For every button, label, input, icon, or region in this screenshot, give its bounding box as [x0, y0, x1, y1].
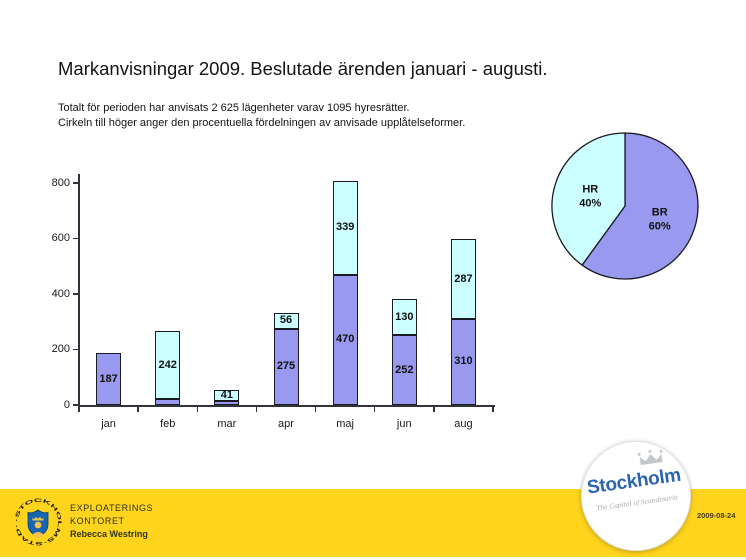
x-axis-tick: [492, 406, 494, 412]
bar-value-label: 252: [395, 363, 414, 376]
y-axis-tick: [73, 182, 78, 184]
slide-subtitle: Totalt för perioden har anvisats 2 625 l…: [58, 101, 465, 130]
bar-value-label: 242: [158, 358, 177, 371]
x-axis-tick: [373, 406, 376, 412]
x-axis-tick: [196, 406, 199, 412]
category-label: maj: [336, 418, 354, 430]
bar-value-label: 310: [454, 355, 473, 368]
y-tick-label: 400: [51, 287, 70, 300]
bar-segment-hr: 56: [273, 313, 299, 329]
pie-slice-label: HR: [582, 184, 598, 196]
bar-value-label: 187: [99, 372, 118, 385]
bar-value-label: 41: [220, 389, 233, 402]
pie-slice-br: [581, 132, 699, 280]
category-label: mar: [217, 418, 237, 430]
pie-slice-hr: [551, 132, 626, 266]
bar-value-label: 56: [279, 314, 293, 327]
slide-date: 2009-08-24: [697, 511, 736, 520]
author-name: Rebecca Westring: [70, 529, 148, 539]
category-label: feb: [160, 418, 176, 430]
x-axis-tick: [314, 406, 317, 412]
x-axis-tick: [433, 406, 435, 412]
bar-segment-hr: 41: [214, 389, 240, 402]
y-tick-label: 200: [51, 343, 70, 355]
pie-slice-percent: 40%: [579, 198, 601, 210]
y-axis-tick: [73, 404, 78, 406]
category-label: jan: [101, 418, 116, 430]
subtitle-line-1: Totalt för perioden har anvisats 2 625 l…: [58, 102, 410, 114]
x-axis-tick: [255, 406, 258, 412]
category-label: apr: [278, 418, 294, 430]
bar-segment-hr: 242: [155, 331, 181, 399]
bar-segment-br: 310: [450, 318, 476, 405]
y-axis-line: [78, 174, 80, 406]
bar-segment-hr: 339: [332, 180, 358, 275]
x-axis-tick: [137, 406, 139, 412]
bar-segment-hr: 130: [391, 299, 417, 336]
pie-slice-percent: 60%: [649, 220, 671, 232]
x-axis-line: [78, 405, 495, 407]
bar-segment-br: [214, 401, 240, 405]
crown-icon: [637, 449, 663, 466]
bar-value-label: 287: [454, 272, 473, 285]
bar-value-label: 275: [276, 360, 296, 373]
x-axis-tick: [78, 406, 80, 412]
bar-value-label: 130: [395, 310, 414, 323]
subtitle-line-2: Cirkeln till höger anger den procentuell…: [58, 116, 466, 129]
bar-segment-br: 187: [96, 353, 122, 405]
category-label: aug: [454, 418, 473, 430]
seal-face: [34, 521, 42, 529]
y-tick-label: 0: [63, 398, 70, 411]
pie-slice-label: BR: [652, 206, 668, 218]
y-axis-tick: [73, 293, 78, 295]
organization-block: EXPLOATERINGS KONTORET Rebecca Westring: [70, 502, 153, 541]
bar-value-label: 470: [335, 333, 355, 346]
org-line-1: EXPLOATERINGS: [70, 503, 154, 513]
bar-segment-hr: 287: [450, 239, 476, 319]
bar-segment-br: 470: [332, 274, 358, 405]
y-tick-label: 800: [51, 176, 70, 189]
stockholms-stad-seal-icon: ·STOCKHOLMS·STAD·: [14, 498, 62, 546]
slide-title: Markanvisningar 2009. Beslutade ärenden …: [58, 58, 548, 79]
bar-segment-br: [155, 398, 181, 405]
stockholm-brand-logo: Stockholm The Capital of Scandinavia: [581, 441, 691, 551]
category-label: jun: [396, 418, 412, 430]
y-axis-tick: [73, 237, 78, 240]
y-axis-tick: [73, 348, 78, 351]
bar-value-label: 339: [335, 221, 355, 234]
seal-collar: [32, 532, 44, 539]
stacked-bar-chart: 0 200 400 600 800 jan 187 feb 242 mar 41 apr 275 56 ma…: [52, 174, 495, 430]
bar-segment-br: 275: [273, 328, 299, 405]
seal-crown: [32, 516, 44, 521]
bar-segment-br: 252: [391, 335, 417, 405]
pie-chart: BR 60% HR 40%: [550, 131, 700, 281]
org-line-2: KONTORET: [70, 516, 125, 526]
y-tick-label: 600: [51, 232, 70, 244]
